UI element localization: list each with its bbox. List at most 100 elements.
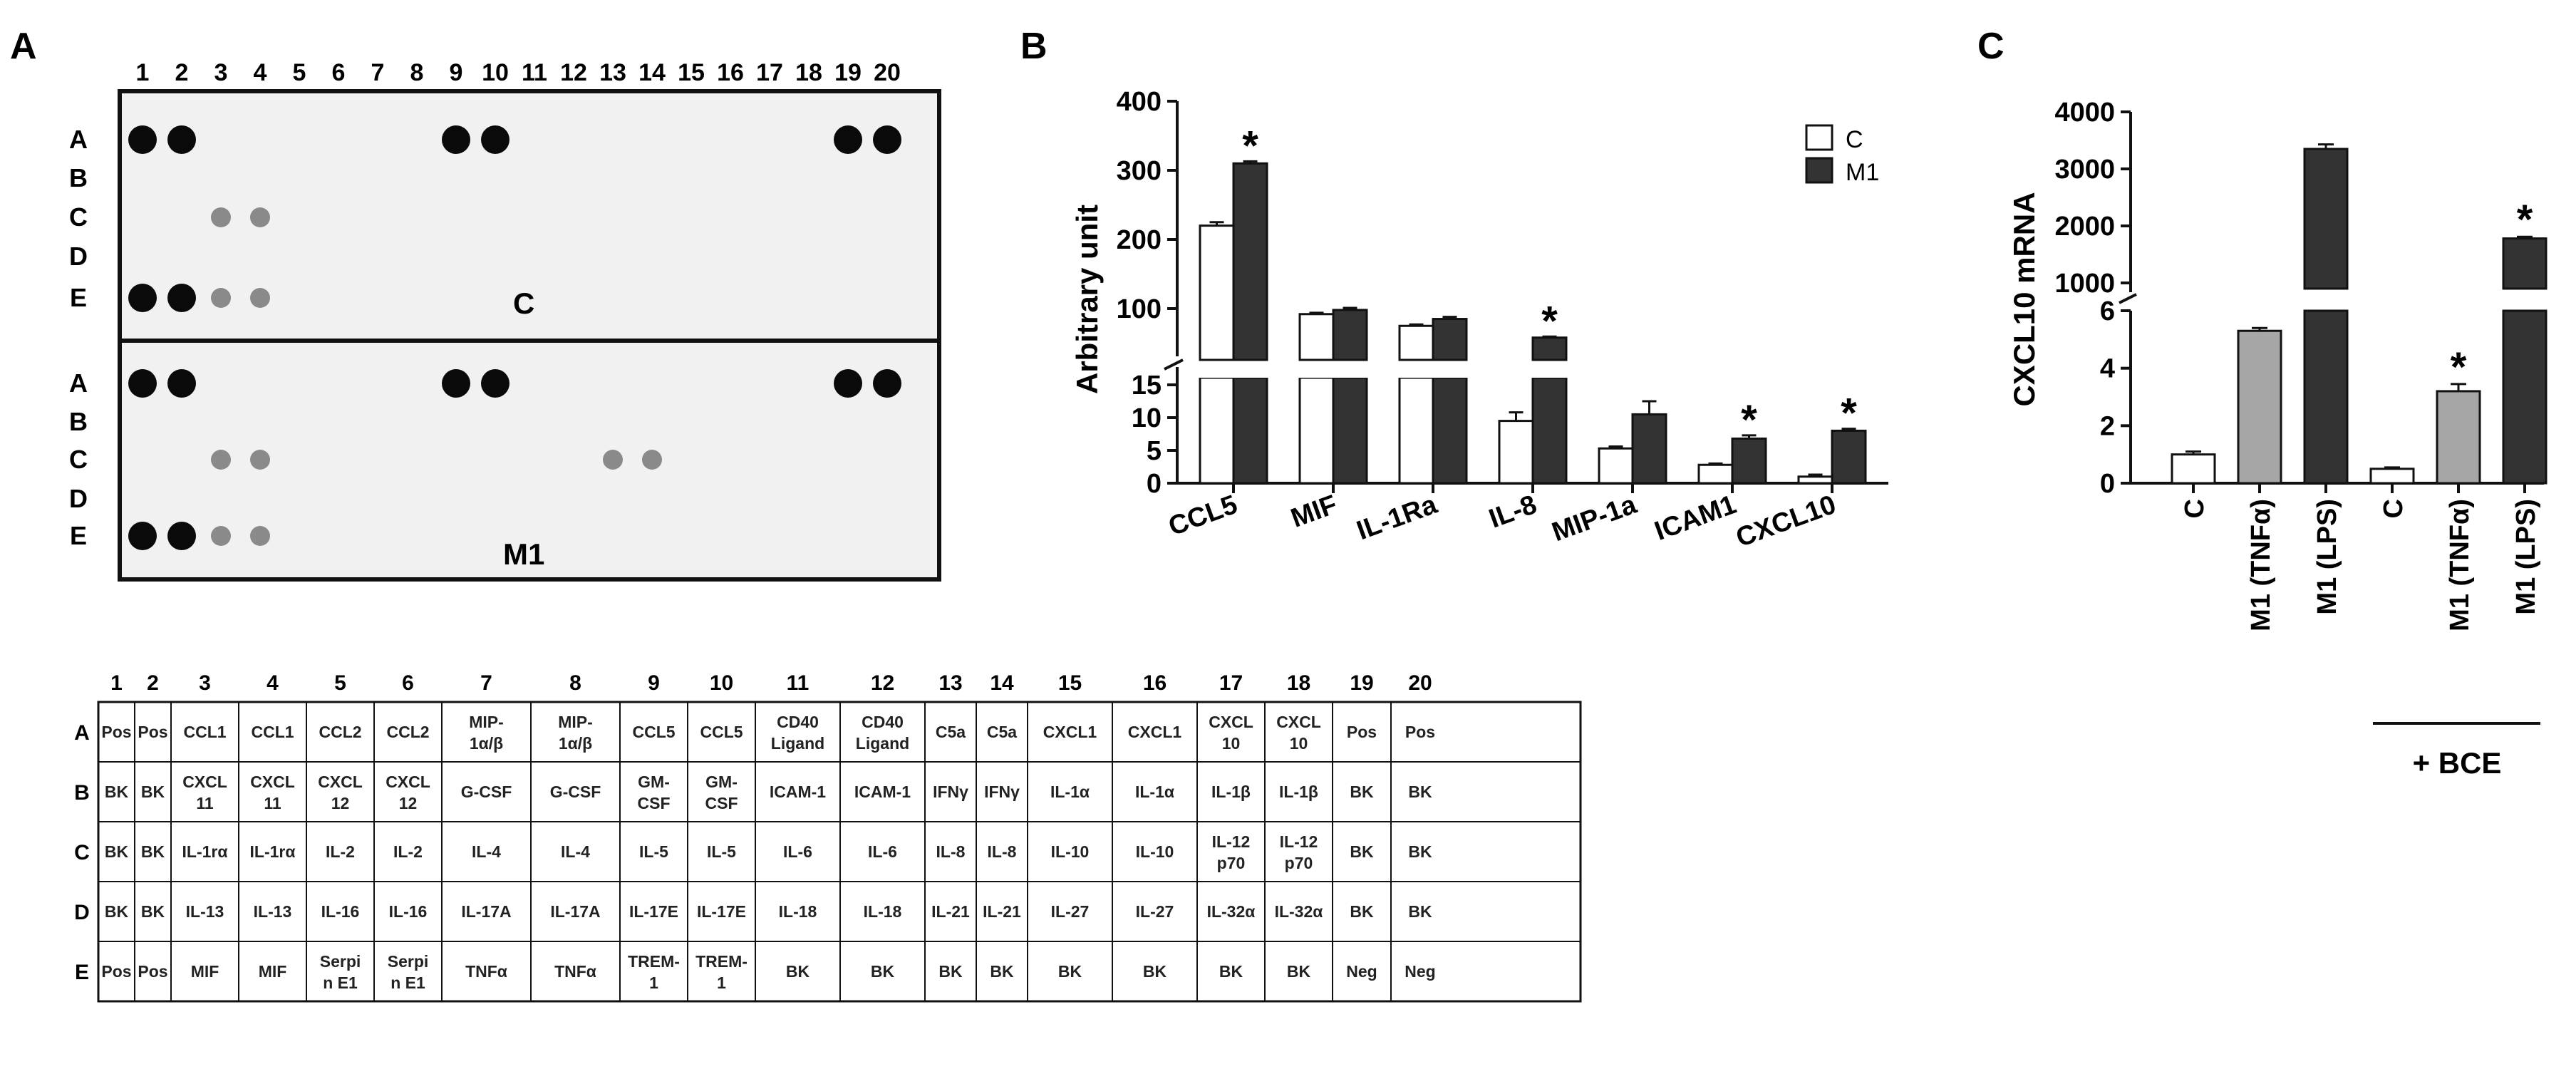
x-category-label: IL-8 [1485,490,1541,534]
table-cell: TNFα [465,962,507,981]
table-cell: 10 [1290,734,1308,753]
table-cell: IL-12 [1212,832,1251,851]
table-cell: BK [990,962,1014,981]
blot-column-label: 13 [599,59,626,86]
table-cell: IL-18 [864,902,902,921]
bar [1697,463,1734,485]
table-cell: CCL2 [386,723,429,741]
table-cell: BK [141,842,165,861]
blot-bottom-label: M1 [503,537,544,571]
table-cell: Pos [138,723,167,741]
table-cell: IL-27 [1136,902,1174,921]
bar [1298,376,1335,485]
table-cell: MIF [191,962,219,981]
table-column-header: 18 [1287,671,1310,695]
table-cell: IL-6 [783,842,812,861]
table-cell: IL-32α [1207,902,1256,921]
axis-break-gap [1397,362,1435,378]
bar [2171,453,2216,485]
table-row-header: C [74,841,90,864]
blot-spot [481,369,509,398]
table-cell: BK [1350,783,1374,801]
table-cell: 11 [196,794,214,812]
table-cell: p70 [1217,854,1246,872]
x-category-label: C [2180,499,2210,518]
table-column-header: 3 [199,671,211,695]
table-column-header: 4 [267,671,279,695]
table-cell: IL-21 [983,902,1021,921]
axis-break-gap [1331,362,1369,378]
significance-star: * [1541,298,1558,344]
y-tick-label: 4 [2100,354,2115,384]
table-column-header: 16 [1143,671,1167,695]
blot-top-label: C [513,286,534,320]
table-cell: CXCL1 [1128,723,1182,741]
blot-column-label: 12 [560,59,587,86]
y-tick-label: 15 [1132,371,1162,401]
table-cell: BK [141,783,165,801]
table-column-header: 15 [1058,671,1082,695]
table-cell: BK [1058,962,1082,981]
table-cell: IL-27 [1051,902,1090,921]
blot-column-label: 3 [214,59,228,86]
x-category-label: M1 (TNFα) [2445,499,2475,631]
table-cell: 10 [1222,734,1241,753]
table-cell: ICAM-1 [854,783,911,801]
table-cell: CCL1 [251,723,294,741]
table-cell: CXCL [1276,713,1321,731]
table-cell: CD40 [777,713,819,731]
blot-row-label: A [69,368,88,398]
significance-star: * [2517,197,2533,243]
table-cell: G-CSF [550,783,601,801]
y-tick-label: 0 [1147,469,1162,499]
table-cell: BK [871,962,895,981]
table-cell: IL-10 [1136,842,1174,861]
table-cell: 1 [649,974,658,992]
y-tick-label: 2000 [2054,212,2115,242]
table-cell: CCL1 [183,723,226,741]
blot-spot [128,125,157,154]
legend-swatch-c [1805,124,1833,151]
axis-break-gap [2302,290,2349,309]
table-cell: MIP- [558,713,593,731]
table-cell: BK [1408,783,1432,801]
table-cell: BK [938,962,963,981]
bar [2303,309,2349,485]
x-category-label: CCL5 [1164,490,1241,542]
table-cell: CXCL [386,773,430,791]
blot-spot [211,288,231,308]
table-cell: IL-1β [1279,783,1318,801]
blot-spot [128,284,157,312]
panel-label-c: C [1977,26,2005,67]
blot-column-label: 4 [254,59,267,86]
x-category-label: IL-1Ra [1353,490,1442,546]
y-tick-label: 200 [1117,225,1162,255]
table-cell: IFNγ [933,783,968,801]
blot-row-label: D [69,242,88,271]
blot-column-label: 19 [834,59,862,86]
bar [1298,313,1335,361]
y-tick-label: 6 [2100,296,2115,326]
blot-column-label: 6 [332,59,346,86]
table-cell: Pos [101,962,131,981]
blot-column-label: 18 [795,59,822,86]
table-cell: G-CSF [461,783,512,801]
table-cell: IL-6 [868,842,897,861]
bar [2502,309,2547,485]
table-cell: Ligand [771,734,824,753]
table-cell: CCL5 [632,723,675,741]
x-category-label: CXCL10 [1732,490,1840,553]
blot-row-label: B [69,407,88,436]
table-cell: Serpi [388,952,429,971]
table-cell: MIF [259,962,287,981]
table-cell: IL-8 [988,842,1017,861]
table-cell: IL-5 [639,842,668,861]
blot-spot [834,369,862,398]
table-cell: 1 [717,974,726,992]
bar [1631,413,1667,485]
table-cell: TNFα [554,962,596,981]
table-cell: Pos [1347,723,1377,741]
blot-spot [250,526,270,546]
y-tick-label: 5 [1147,436,1162,466]
